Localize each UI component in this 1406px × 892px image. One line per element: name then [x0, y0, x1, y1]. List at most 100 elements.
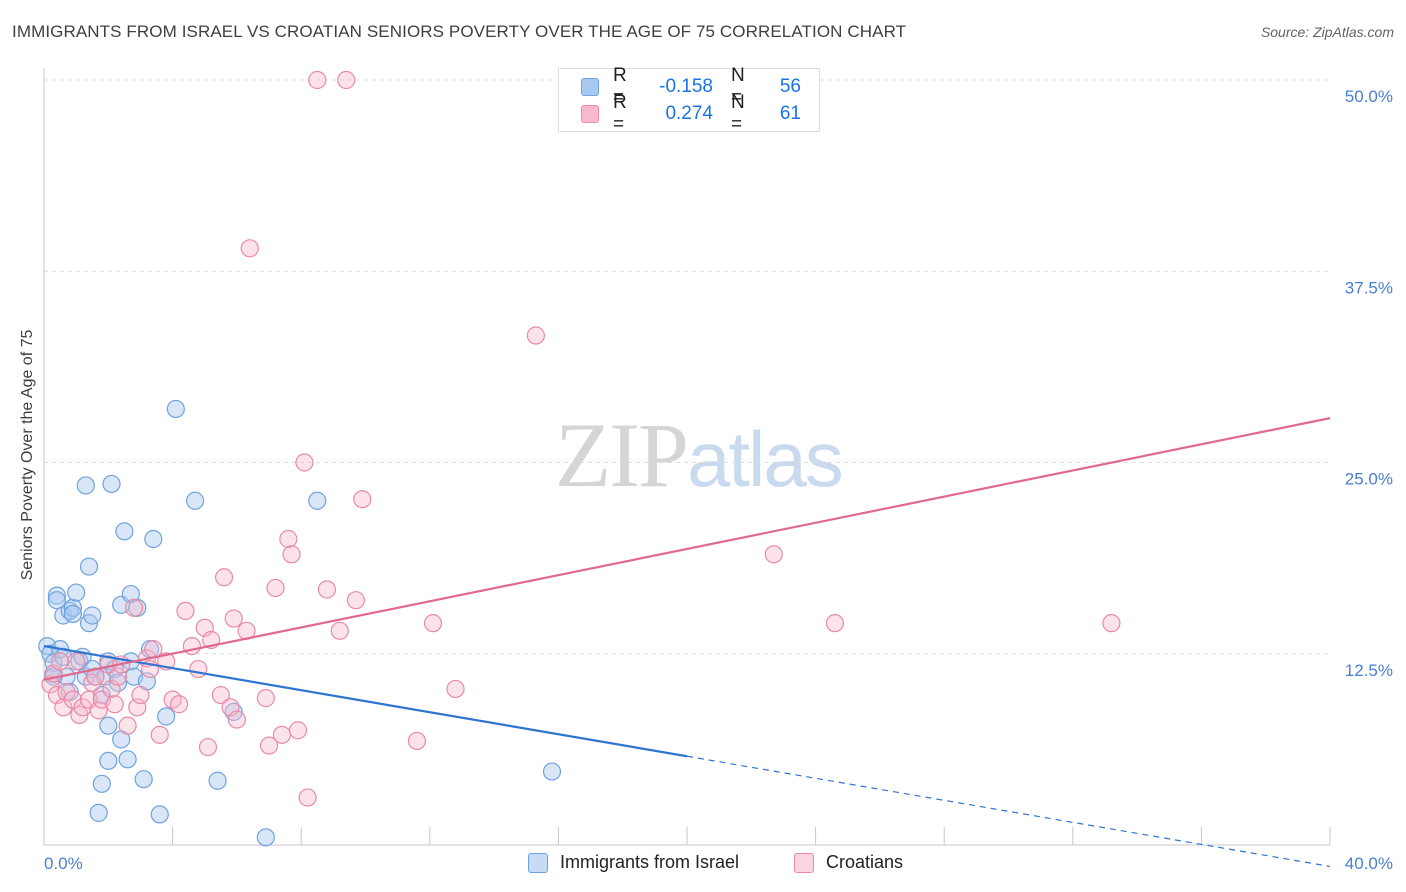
legend-row-croatians: R = 0.274 N = 61: [581, 92, 801, 135]
croatian-point: [50, 652, 70, 671]
israel-point: [134, 770, 153, 789]
stats-legend: R = -0.158 N = 56 R = 0.274 N = 61: [558, 65, 820, 135]
israel-point: [99, 751, 118, 770]
bottom-legend-swatch-israel: [528, 852, 548, 873]
israel-point: [256, 828, 275, 847]
israel-point: [92, 774, 111, 793]
croatian-point: [272, 725, 292, 744]
israel-point: [47, 586, 66, 605]
croatian-point: [317, 580, 337, 599]
watermark-atlas: atlas: [687, 415, 844, 503]
legend-n-value: 56: [779, 76, 801, 97]
croatian-point: [256, 689, 275, 708]
israel-point: [166, 399, 185, 419]
croatian-point: [63, 690, 83, 709]
croatian-point: [169, 695, 189, 714]
israel-point: [186, 491, 205, 510]
croatian-point: [67, 652, 86, 671]
croatian-point: [259, 736, 279, 755]
croatian-point: [150, 725, 169, 744]
croatian-point: [346, 591, 365, 610]
croatian-point: [54, 698, 73, 717]
croatian-point: [407, 731, 427, 751]
legend-r-label: R =: [613, 92, 627, 135]
watermark: ZIPatlas: [555, 402, 844, 508]
israel-point: [83, 606, 102, 625]
croatian-point: [176, 601, 195, 621]
legend-n-value: 61: [779, 103, 801, 124]
croatian-trend-line: [43, 417, 1331, 681]
bottom-legend-swatch-croatians: [794, 852, 814, 873]
israel-point: [115, 522, 134, 541]
croatian-point: [131, 685, 150, 705]
croatian-point: [282, 545, 301, 564]
croatian-point: [353, 490, 372, 509]
croatian-point: [337, 70, 356, 90]
croatian-point: [298, 788, 317, 807]
croatian-point: [182, 636, 201, 656]
israel-point: [76, 476, 95, 495]
israel-point: [47, 591, 66, 610]
israel-point: [102, 474, 121, 494]
bottom-legend-croatians: Croatians: [794, 852, 903, 873]
israel-point: [118, 750, 137, 769]
israel-point: [99, 716, 118, 735]
israel-point: [542, 762, 562, 781]
x-tick-label-max: 40.0%: [1345, 854, 1393, 873]
bottom-legend-israel: Immigrants from Israel: [528, 852, 739, 873]
legend-r-value: 0.274: [665, 103, 713, 124]
israel-trend-extension: [686, 755, 1331, 868]
croatian-point: [330, 621, 349, 640]
legend-row-israel: R = -0.158 N = 56: [581, 65, 801, 108]
croatian-point: [526, 326, 545, 345]
croatian-point: [240, 239, 259, 258]
y-tick-label: 25.0%: [1345, 470, 1393, 489]
x-tick-label-min: 0.0%: [44, 854, 83, 873]
croatian-point: [211, 685, 230, 705]
israel-point: [157, 707, 176, 726]
israel-point: [150, 805, 169, 824]
israel-point: [89, 803, 108, 822]
croatian-point: [89, 701, 108, 720]
israel-point: [208, 771, 227, 790]
croatian-point: [189, 659, 208, 679]
croatian-point: [124, 598, 144, 617]
israel-point: [63, 598, 83, 617]
source-credit: Source: ZipAtlas.com: [1260, 24, 1394, 40]
croatian-point: [825, 614, 844, 633]
israel-point: [63, 604, 83, 624]
croatian-point: [1102, 614, 1121, 633]
legend-r-label: R =: [613, 65, 627, 108]
croatian-point: [163, 690, 182, 709]
croatian-point: [295, 453, 314, 472]
watermark-zip: ZIP: [555, 404, 689, 506]
croatian-point: [118, 716, 137, 735]
bottom-legend-label-israel: Immigrants from Israel: [560, 852, 740, 872]
croatian-point: [105, 695, 124, 714]
israel-trend-line: [43, 645, 688, 758]
croatian-point: [266, 578, 285, 598]
legend-n-label: N =: [731, 92, 745, 135]
israel-point: [60, 601, 79, 621]
croatian-point: [288, 721, 308, 740]
croatian-point: [279, 529, 298, 549]
croatian-point: [224, 609, 243, 628]
israel-point: [67, 583, 86, 602]
legend-swatch-israel: [581, 78, 599, 96]
y-tick-label: 12.5%: [1345, 661, 1393, 680]
croatian-point: [227, 710, 246, 729]
croatian-point: [144, 640, 163, 659]
croatian-point: [308, 70, 327, 90]
y-tick-label: 50.0%: [1345, 87, 1393, 106]
legend-n-label: N =: [731, 65, 745, 108]
legend-swatch-croatians: [581, 105, 599, 123]
israel-point: [144, 529, 163, 549]
croatian-point: [764, 545, 783, 564]
legend-r-value: -0.158: [659, 76, 713, 97]
chart-title: IMMIGRANTS FROM ISRAEL VS CROATIAN SENIO…: [12, 22, 907, 41]
bottom-legend-label-croatians: Croatians: [826, 852, 904, 872]
croatian-point: [198, 737, 218, 757]
croatian-point: [423, 614, 443, 633]
israel-point: [79, 557, 99, 576]
